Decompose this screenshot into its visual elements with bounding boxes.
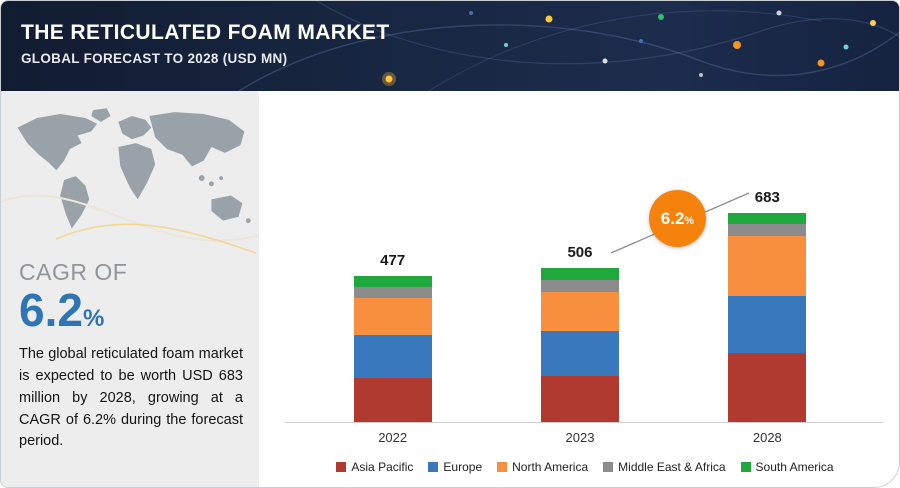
legend-item-middle-east-africa: Middle East & Africa <box>603 460 726 474</box>
legend-item-north-america: North America <box>497 460 588 474</box>
legend-swatch-north-america <box>497 462 508 472</box>
segment-north-america-2022 <box>353 298 432 335</box>
market-description: The global reticulated foam market is ex… <box>19 346 243 450</box>
segment-europe-2028 <box>728 296 807 353</box>
segment-europe-2022 <box>353 335 432 378</box>
header-banner: THE RETICULATED FOAM MARKET GLOBAL FOREC… <box>1 1 899 91</box>
legend-item-europe: Europe <box>428 460 482 474</box>
bar-chart: 477 506 683 2022 2023 2028 <box>285 91 883 445</box>
segment-north-america-2028 <box>728 236 807 296</box>
legend-label-south-america: South America <box>755 460 834 474</box>
cagr-number: 6.2 <box>19 284 83 336</box>
cagr-label: CAGR OF <box>19 259 128 285</box>
stacked-bar-2022 <box>353 276 432 423</box>
legend-label-north-america: North America <box>512 460 589 474</box>
legend-swatch-middle-east-africa <box>603 462 614 472</box>
bar-total-label-2028: 683 <box>754 189 780 206</box>
segment-middle-east-africa-2023 <box>540 280 619 292</box>
segment-south-america-2028 <box>728 213 807 224</box>
bar-total-label-2022: 477 <box>380 252 406 269</box>
cagr-percent-sign: % <box>82 305 105 332</box>
badge-number: 6.2 <box>660 208 685 228</box>
stacked-bar-2023 <box>540 268 619 423</box>
legend-swatch-asia-pacific <box>336 462 347 472</box>
stacked-bar-2028 <box>728 213 807 423</box>
legend-label-asia-pacific: Asia Pacific <box>351 460 414 474</box>
legend-label-europe: Europe <box>443 460 483 474</box>
page-subtitle: GLOBAL FORECAST TO 2028 (USD MN) <box>21 51 288 66</box>
x-tick-2023: 2023 <box>565 430 595 445</box>
legend-label-middle-east-africa: Middle East & Africa <box>618 460 726 474</box>
network-graphic <box>237 1 899 91</box>
legend-swatch-south-america <box>740 462 751 472</box>
legend-item-asia-pacific: Asia Pacific <box>336 460 413 474</box>
cagr-badge: 6.2% <box>649 190 706 247</box>
chart-region: 477 506 683 2022 2023 2028 6.2% Asia Pacific… <box>259 91 899 487</box>
segment-europe-2023 <box>540 331 619 376</box>
x-tick-2022: 2022 <box>378 430 408 445</box>
segment-asia-pacific-2028 <box>728 353 807 423</box>
x-axis-ticks: 2022 2023 2028 <box>299 423 861 445</box>
legend-item-south-america: South America <box>740 460 834 474</box>
bar-group-2023: 506 <box>486 113 673 423</box>
legend-swatch-europe <box>428 462 439 472</box>
sidebar: CAGR OF 6.2% The global reticulated foam… <box>1 91 259 487</box>
bar-groups: 477 506 683 <box>299 113 861 423</box>
segment-asia-pacific-2023 <box>540 376 619 423</box>
bar-total-label-2023: 506 <box>567 244 593 261</box>
world-map-graphic <box>17 108 251 229</box>
segment-north-america-2023 <box>540 292 619 331</box>
segment-middle-east-africa-2028 <box>728 224 807 236</box>
bar-group-2022: 477 <box>299 113 486 423</box>
cagr-value: 6.2% <box>1 286 259 334</box>
segment-middle-east-africa-2022 <box>353 287 432 298</box>
page-title: THE RETICULATED FOAM MARKET <box>21 21 390 44</box>
chart-legend: Asia Pacific Europe North America Middle Ea… <box>277 460 893 474</box>
badge-percent-sign: % <box>684 214 695 227</box>
segment-south-america-2022 <box>353 276 432 287</box>
x-tick-2028: 2028 <box>752 430 782 445</box>
segment-asia-pacific-2022 <box>353 378 432 423</box>
x-axis-line <box>285 422 883 423</box>
segment-south-america-2023 <box>540 268 619 280</box>
bar-group-2028: 683 <box>674 113 861 423</box>
